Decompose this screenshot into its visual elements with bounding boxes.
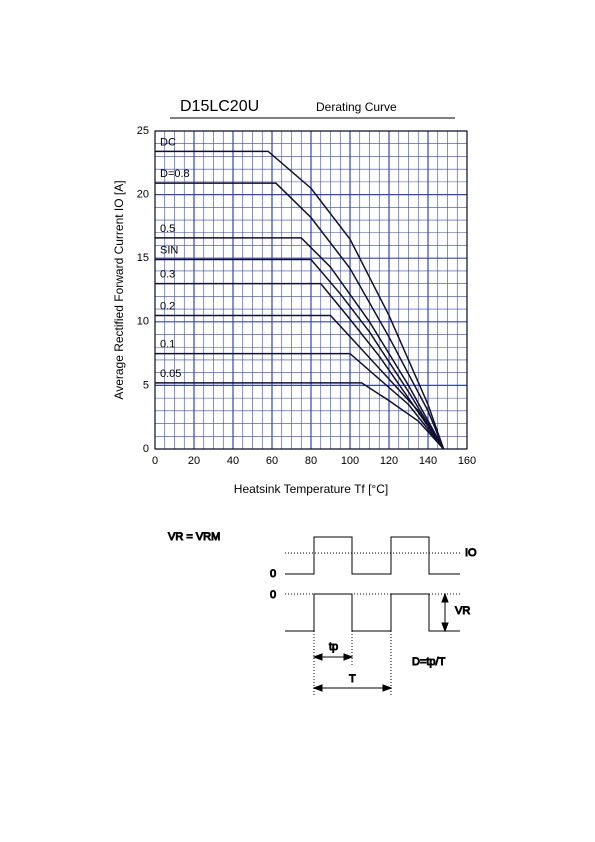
y-tick-label: 0 [143,443,149,455]
curve-label: DC [160,136,176,148]
zero-label: 0 [270,568,276,580]
x-tick-label: 80 [305,455,317,467]
x-tick-label: 20 [188,455,200,467]
x-tick-label: 60 [266,455,278,467]
curve-label: D=0.8 [160,168,190,180]
y-tick-label: 10 [137,316,149,328]
curve-label: SIN [160,244,178,256]
curve [155,237,445,450]
arrow-head [312,653,323,661]
plot-frame [154,130,468,450]
y-tick-label: 20 [137,189,149,201]
chart-subtitle: Derating Curve [316,100,397,114]
curve [155,382,445,450]
voltage-waveform [285,593,460,632]
curve-label: 0.2 [160,300,175,312]
x-tick-label: 140 [419,455,437,467]
zero-label: 0 [270,589,276,601]
condition-label: VR = VRM [168,531,220,543]
arrow-head [312,684,323,692]
duty-formula: D=tp/T [412,656,446,668]
curve [155,314,445,450]
current-waveform [285,536,460,575]
io-label: IO [465,547,477,559]
vr-label: VR [455,605,470,617]
x-tick-label: 40 [227,455,239,467]
curve [155,258,445,450]
curve [155,182,445,450]
plot: 0 20 40 60 80 100 120 140 160 0 5 10 15 20 25 DC D=0.8 0.… [137,125,476,467]
arrow-head [382,684,393,692]
x-tick-label: 100 [341,455,359,467]
t-label: T [349,673,356,685]
arrow-head [441,592,449,603]
arrow-head [441,622,449,633]
y-axis-label: Average Rectified Forward Current IO [A] [112,180,126,399]
curve [155,282,445,450]
curve [155,150,445,450]
y-tick-label: 25 [137,125,149,137]
x-tick-label: 160 [458,455,476,467]
curve-label: 0.3 [160,269,175,281]
curve [155,352,445,450]
y-tick-label: 15 [137,252,149,264]
x-tick-label: 0 [152,455,158,467]
x-tick-label: 120 [380,455,398,467]
tp-label: tp [329,641,338,653]
curve-label: 0.5 [160,223,175,235]
x-axis-label: Heatsink Temperature Tf [°C] [234,482,388,496]
curve-label: 0.05 [160,368,181,380]
chart-title: D15LC20U [180,98,259,115]
arrow-head [343,653,354,661]
y-tick-label: 5 [143,379,149,391]
curve-label: 0.1 [160,339,175,351]
waveform-diagram: VR = VRM IO 0 0 VR tp T D=tp/T [168,530,478,695]
